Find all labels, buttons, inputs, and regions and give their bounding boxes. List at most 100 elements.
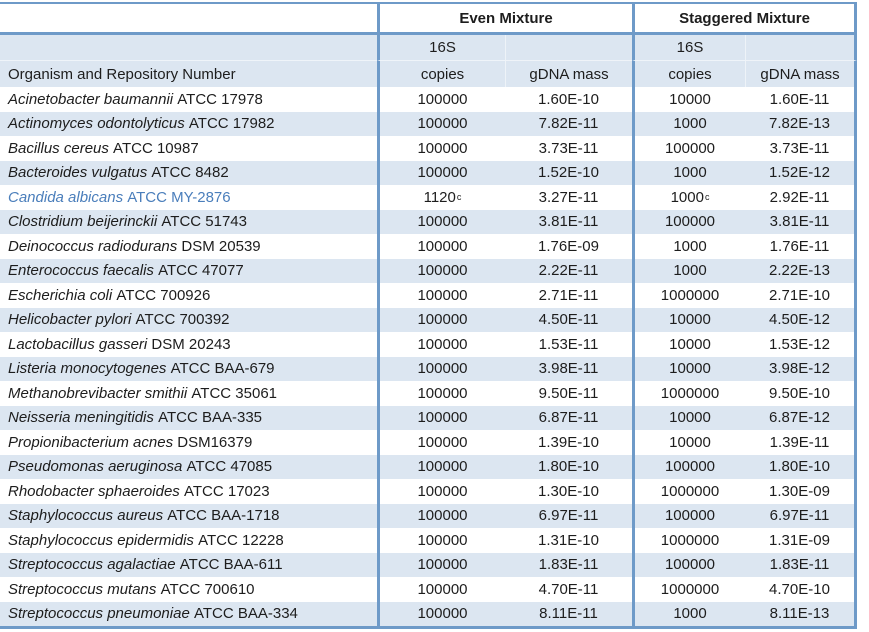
table-row: Methanobrevibacter smithii ATCC 35061 100… bbox=[0, 381, 857, 406]
stag-16s-copies-cell: 100000 bbox=[632, 552, 745, 577]
even-gdna-mass-cell: 1.83E-11 bbox=[505, 552, 632, 577]
table-row: Actinomyces odontolyticus ATCC 17982 1000… bbox=[0, 111, 857, 136]
stag-gdna-mass-cell: 1.76E-11 bbox=[745, 234, 857, 259]
table-row: Rhodobacter sphaeroides ATCC 17023 100000… bbox=[0, 479, 857, 504]
table-row: Acinetobacter baumannii ATCC 17978 100000… bbox=[0, 87, 857, 112]
stag-gdna-mass-cell: 1.30E-09 bbox=[745, 479, 857, 504]
even-gdna-column-header: gDNA mass bbox=[505, 61, 632, 87]
organism-cell: Neisseria meningitidis ATCC BAA-335 bbox=[0, 405, 377, 430]
organism-cell: Rhodobacter sphaeroides ATCC 17023 bbox=[8, 482, 270, 500]
even-16s-copies-cell: 100000 bbox=[377, 503, 505, 528]
organism-cell: Escherichia coli ATCC 700926 bbox=[8, 286, 211, 304]
even-16s-copies-cell: 100000 bbox=[377, 405, 505, 430]
table-row: Streptococcus agalactiae ATCC BAA-611 100… bbox=[0, 552, 857, 577]
even-16s-copies-cell: 100000 bbox=[377, 528, 505, 553]
stag-gdna-mass-cell: 1.31E-09 bbox=[745, 528, 857, 553]
table-row: Helicobacter pylori ATCC 700392 100000 4.5… bbox=[0, 307, 857, 332]
even-16s-copies-cell: 100000 bbox=[377, 234, 505, 259]
table-row: Deinococcus radiodurans DSM 20539 100000 1… bbox=[0, 234, 857, 259]
even-16s-label: 16S bbox=[377, 35, 505, 61]
even-16s-copies-cell: 100000 bbox=[377, 160, 505, 185]
even-16s-copies-cell: 100000 bbox=[377, 381, 505, 406]
organism-cell: Streptococcus agalactiae ATCC BAA-611 bbox=[0, 552, 377, 577]
even-16s-copies-cell: 100000 bbox=[377, 577, 505, 602]
organism-cell: Lactobacillus gasseri DSM 20243 bbox=[8, 335, 231, 353]
even-gdna-mass-cell: 3.73E-11 bbox=[538, 139, 599, 157]
even-gdna-mass-cell: 6.97E-11 bbox=[505, 503, 632, 528]
stag-16s-copies-cell: 1000000 bbox=[632, 283, 745, 308]
stag-16s-copies-cell: 10000 bbox=[632, 307, 745, 332]
table-row: Neisseria meningitidis ATCC BAA-335 10000… bbox=[0, 405, 857, 430]
table-body: Acinetobacter baumannii ATCC 17978 100000… bbox=[0, 87, 857, 629]
even-gdna-mass-cell: 1.60E-10 bbox=[538, 90, 599, 108]
stag-gdna-mass-cell: 1.53E-12 bbox=[745, 332, 857, 357]
stag-16s-copies-cell: 1000 bbox=[632, 258, 745, 283]
even-16s-copies-cell: 100000 bbox=[377, 283, 505, 308]
subheader-row-16s: 16S 16S bbox=[0, 35, 857, 61]
stag-16s-copies-cell: 1000 bbox=[632, 601, 745, 629]
even-16s-copies-cell: 100000 bbox=[377, 601, 505, 629]
even-16s-copies-cell: 100000 bbox=[377, 552, 505, 577]
stag-gdna-mass-cell: 2.71E-10 bbox=[745, 283, 857, 308]
table-row: Escherichia coli ATCC 700926 100000 2.71E-… bbox=[0, 283, 857, 308]
even-gdna-mass-cell: 1.30E-10 bbox=[538, 482, 599, 500]
organism-cell: Enterococcus faecalis ATCC 47077 bbox=[0, 258, 377, 283]
stag-16s-copies-cell: 100000 bbox=[632, 454, 745, 479]
table-row: Pseudomonas aeruginosa ATCC 47085 100000 1… bbox=[0, 454, 857, 479]
stag-16s-copies-cell: 1000000 bbox=[632, 479, 745, 504]
table-row: Staphylococcus epidermidis ATCC 12228 100… bbox=[0, 528, 857, 553]
stag-gdna-mass-cell: 3.73E-11 bbox=[745, 136, 857, 161]
even-gdna-mass-cell: 7.82E-11 bbox=[505, 111, 632, 136]
stag-16s-copies-cell: 100000 bbox=[632, 136, 745, 161]
even-16s-copies-cell: 1120 c bbox=[377, 185, 505, 210]
table-row: Streptococcus mutans ATCC 700610 100000 4.… bbox=[0, 577, 857, 602]
stag-16s-copies-cell: 10000 bbox=[632, 405, 745, 430]
organism-cell: Helicobacter pylori ATCC 700392 bbox=[0, 307, 377, 332]
even-16s-copies-cell: 100000 bbox=[377, 258, 505, 283]
stag-16s-copies-cell: 10000 bbox=[632, 430, 745, 455]
even-16s-copies-cell: 100000 bbox=[377, 87, 505, 112]
column-header-row: Organism and Repository Number copies gD… bbox=[0, 61, 857, 87]
stag-gdna-mass-cell: 1.52E-12 bbox=[745, 160, 857, 185]
even-gdna-mass-cell: 1.31E-10 bbox=[538, 531, 599, 549]
stag-copies-column-header: copies bbox=[632, 61, 745, 87]
organism-cell: Candida albicans ATCC MY-2876 bbox=[8, 188, 231, 206]
even-16s-copies-cell: 100000 bbox=[377, 209, 505, 234]
table-row: Staphylococcus aureus ATCC BAA-1718 10000… bbox=[0, 503, 857, 528]
mock-community-table: Even Mixture Staggered Mixture 16S 16S O… bbox=[0, 2, 857, 629]
group-header-spacer bbox=[0, 2, 377, 35]
stag-gdna-mass-cell: 1.80E-10 bbox=[745, 454, 857, 479]
stag-16s-copies-cell: 1000 c bbox=[632, 185, 745, 210]
organism-cell: Bacillus cereus ATCC 10987 bbox=[8, 139, 199, 157]
stag-gdna-mass-cell: 3.81E-11 bbox=[745, 209, 857, 234]
even-gdna-mass-cell: 3.81E-11 bbox=[505, 209, 632, 234]
table-row: Listeria monocytogenes ATCC BAA-679 10000… bbox=[0, 356, 857, 381]
even-gdna-mass-cell: 1.39E-10 bbox=[538, 433, 599, 451]
stag-16s-copies-cell: 10000 bbox=[632, 332, 745, 357]
stag-gdna-mass-cell: 1.39E-11 bbox=[745, 430, 857, 455]
stag-gdna-mass-cell: 3.98E-12 bbox=[745, 356, 857, 381]
even-16s-copies-cell: 100000 bbox=[377, 332, 505, 357]
table-row: Candida albicans ATCC MY-2876 1120 c 3.27E-… bbox=[0, 185, 857, 210]
even-mixture-header: Even Mixture bbox=[377, 2, 632, 35]
even-gdna-mass-cell: 4.70E-11 bbox=[538, 580, 599, 598]
organism-cell: Pseudomonas aeruginosa ATCC 47085 bbox=[0, 454, 377, 479]
organism-cell: Propionibacterium acnes DSM16379 bbox=[8, 433, 253, 451]
table-row: Streptococcus pneumoniae ATCC BAA-334 100… bbox=[0, 601, 857, 629]
table-row: Propionibacterium acnes DSM16379 100000 1.… bbox=[0, 430, 857, 455]
stag-gdna-mass-cell: 2.22E-13 bbox=[745, 258, 857, 283]
even-gdna-mass-cell: 1.53E-11 bbox=[538, 335, 599, 353]
even-16s-copies-cell: 100000 bbox=[377, 307, 505, 332]
subheader-spacer bbox=[0, 35, 377, 61]
even-gdna-mass-cell: 8.11E-11 bbox=[505, 601, 632, 629]
stag-gdna-mass-cell: 8.11E-13 bbox=[745, 601, 857, 629]
even-gdna-mass-cell: 3.27E-11 bbox=[538, 188, 599, 206]
stag-gdna-mass-cell: 4.70E-10 bbox=[745, 577, 857, 602]
even-copies-column-header: copies bbox=[377, 61, 505, 87]
even-16s-copies-cell: 100000 bbox=[377, 136, 505, 161]
table-row: Lactobacillus gasseri DSM 20243 100000 1.5… bbox=[0, 332, 857, 357]
stag-gdna-mass-cell: 1.60E-11 bbox=[745, 87, 857, 112]
stag-16s-spacer bbox=[745, 35, 857, 61]
stag-16s-copies-cell: 10000 bbox=[632, 87, 745, 112]
